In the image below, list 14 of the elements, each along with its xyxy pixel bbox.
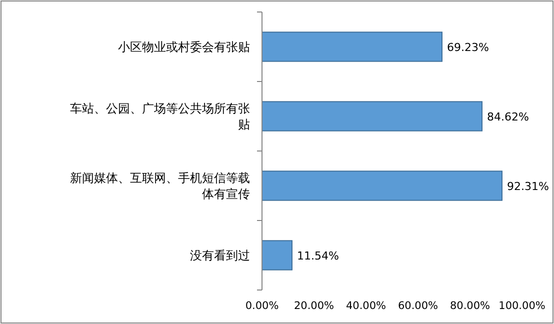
data-label: 69.23%	[447, 40, 489, 54]
x-tick-label: 80.00%	[450, 300, 490, 312]
x-tick-label: 60.00%	[398, 300, 438, 312]
data-label: 92.31%	[507, 180, 549, 193]
y-tick-label: 新闻媒体、互联网、手机短信等载体有宣传	[70, 170, 250, 201]
x-tick-label: 0.00%	[245, 300, 279, 312]
x-tick-label: 100.00%	[498, 300, 546, 312]
x-tick-label: 20.00%	[294, 300, 334, 312]
y-tick-label: 没有看到过	[190, 248, 250, 262]
y-tick-label: 小区物业或村委会有张贴	[118, 40, 250, 54]
data-label: 84.62%	[487, 110, 529, 124]
data-label: 11.54%	[297, 249, 339, 262]
y-tick-label: 车站、公园、广场等公共场所有张贴	[70, 101, 250, 132]
x-tick-label: 40.00%	[346, 300, 386, 312]
